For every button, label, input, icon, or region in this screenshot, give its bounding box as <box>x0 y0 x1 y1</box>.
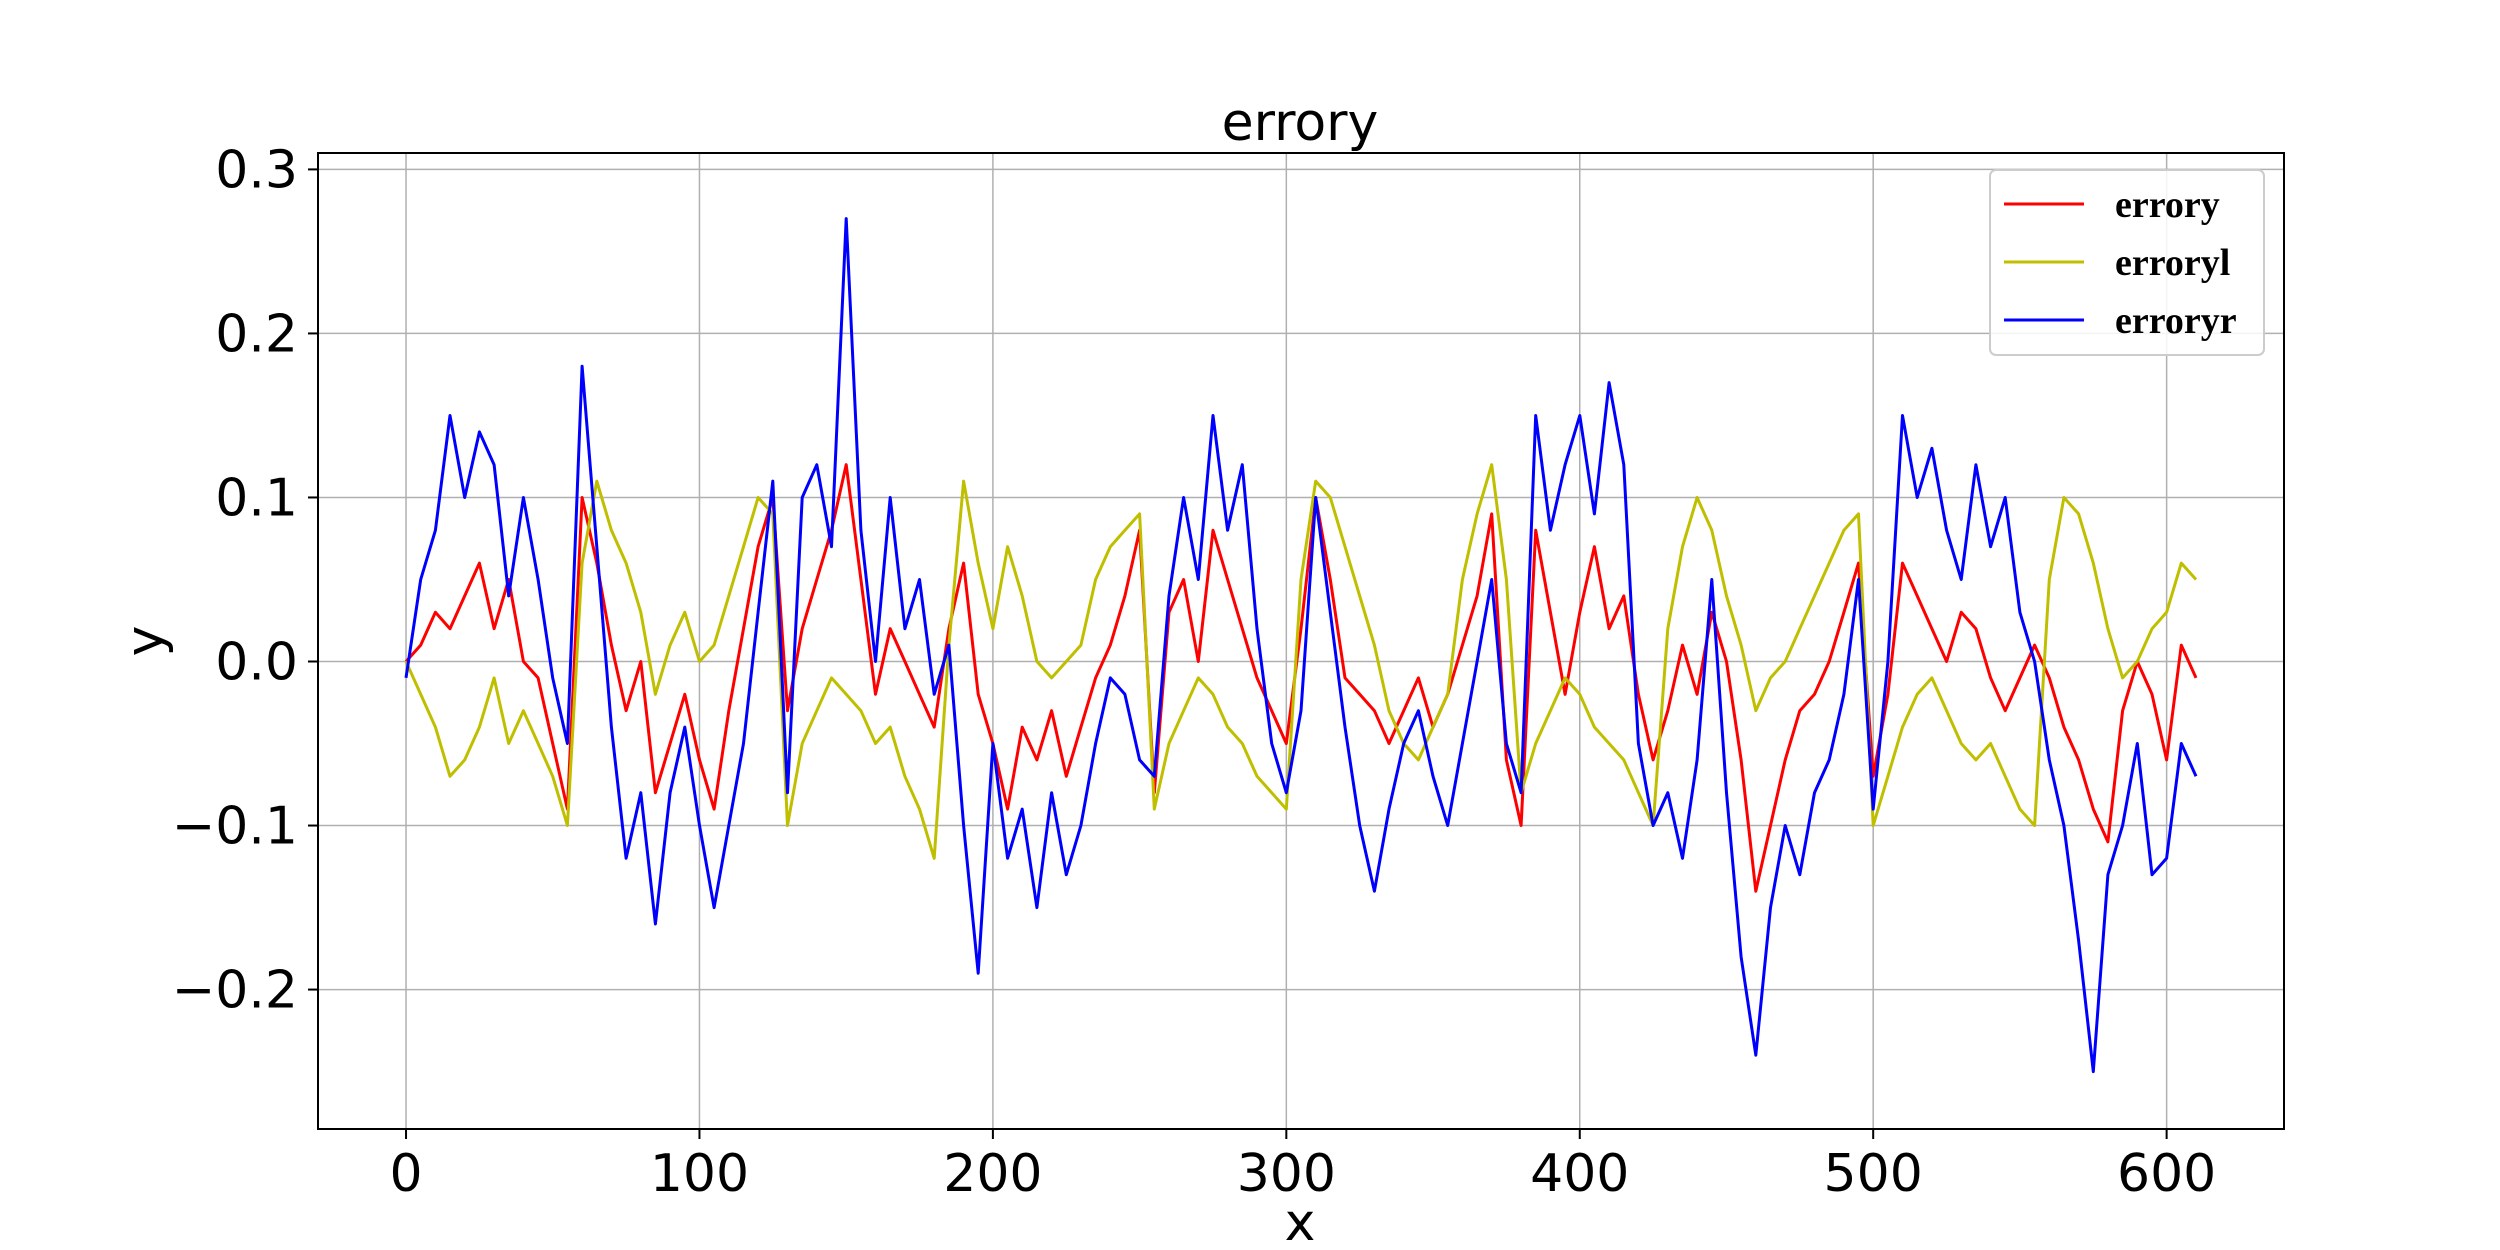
x-axis-label: x <box>1285 1193 1316 1250</box>
y-tick-label: −0.2 <box>172 961 298 1021</box>
chart-title: errory <box>1222 93 1379 153</box>
y-tick-label: 0.1 <box>215 468 298 528</box>
y-tick-label: 0.3 <box>215 140 298 200</box>
plot-frame <box>317 152 2285 1130</box>
y-tick-label: −0.1 <box>172 797 298 857</box>
x-tick-label: 200 <box>943 1144 1042 1204</box>
y-tick-label: 0.0 <box>215 633 298 693</box>
series-group <box>404 217 2198 1074</box>
legend-label-erroryl: erroryl <box>2115 242 2230 284</box>
legend-label-errory: errory <box>2115 184 2220 226</box>
y-tick-label: 0.2 <box>215 304 298 364</box>
series-line-erroryr <box>404 217 2198 1074</box>
x-tick-label: 300 <box>1237 1144 1336 1204</box>
legend: errory erroryl erroryr <box>1989 169 2265 356</box>
x-tick-label: 500 <box>1824 1144 1923 1204</box>
series-line-erroryl <box>404 463 2198 860</box>
legend-box <box>1989 169 2265 356</box>
x-tick-label: 0 <box>389 1144 422 1204</box>
legend-label-erroryr: erroryr <box>2115 300 2237 342</box>
x-tick-label: 600 <box>2117 1144 2216 1204</box>
x-tick-label: 100 <box>650 1144 749 1204</box>
x-tick-label: 400 <box>1530 1144 1629 1204</box>
series-line-errory <box>404 463 2198 893</box>
y-axis-label: y <box>115 626 175 657</box>
ticks: 0 100 200 300 400 500 600 −0.2 −0.1 0.0 0.1 0.2 0.3 <box>172 140 2217 1204</box>
